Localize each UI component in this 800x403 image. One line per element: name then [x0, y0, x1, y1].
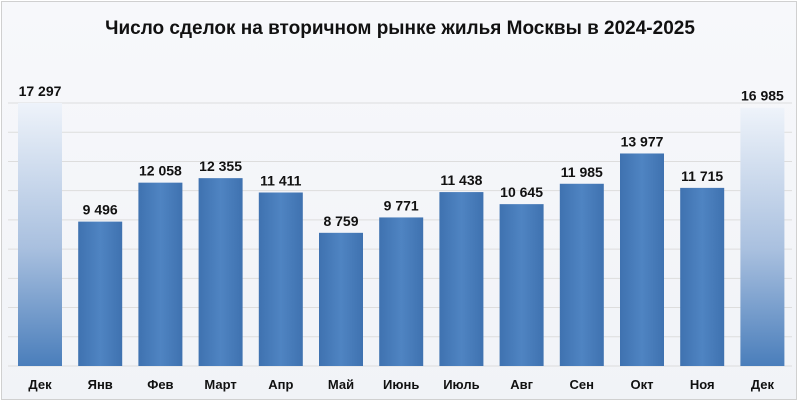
- value-label: 10 645: [500, 184, 543, 200]
- value-label: 8 759: [323, 213, 358, 229]
- bar-2: [138, 182, 183, 366]
- bar-9: [559, 183, 604, 366]
- bar-6: [379, 217, 424, 366]
- bar-5: [319, 232, 363, 366]
- category-label: Ноя: [690, 377, 715, 392]
- category-labels: Дек Янв Фев Март Апр Май Июнь Июль Авг Сен Окт Ноя Д…: [28, 377, 774, 392]
- category-label: Янв: [88, 377, 113, 392]
- value-label: 17 297: [19, 83, 62, 99]
- value-label: 11 715: [681, 168, 723, 184]
- category-label: Июль: [443, 377, 479, 392]
- category-label: Фев: [147, 377, 173, 392]
- value-label: 11 985: [561, 164, 603, 180]
- value-label: 11 411: [260, 172, 301, 188]
- bar-10: [620, 153, 664, 366]
- bar-4: [258, 192, 303, 366]
- bar-1: [78, 221, 123, 366]
- bar-11: [680, 187, 725, 366]
- value-label: 9 771: [384, 197, 419, 213]
- category-label: Июнь: [383, 377, 419, 392]
- value-label: 13 977: [621, 133, 664, 149]
- value-label: 11 438: [440, 172, 482, 188]
- bar-12: [740, 107, 785, 366]
- bars: [18, 103, 785, 366]
- value-label: 16 985: [741, 88, 784, 104]
- bar-7: [439, 192, 484, 366]
- bar-8: [499, 204, 544, 366]
- value-labels: 17 297 9 496 12 058 12 355 11 411 8 759 9 771 1…: [19, 83, 784, 229]
- category-label: Апр: [268, 377, 293, 392]
- value-label: 9 496: [83, 202, 118, 218]
- chart-title: Число сделок на вторичном рынке жилья Мо…: [105, 18, 695, 39]
- category-label: Дек: [751, 377, 775, 392]
- category-label: Окт: [631, 377, 654, 392]
- category-label: Март: [204, 377, 236, 392]
- value-label: 12 355: [199, 158, 242, 174]
- category-label: Дек: [28, 377, 52, 392]
- category-label: Сен: [570, 377, 594, 392]
- value-label: 12 058: [139, 163, 182, 179]
- category-label: Май: [328, 377, 354, 392]
- category-label: Авг: [510, 377, 533, 392]
- bar-3: [198, 178, 243, 366]
- bar-0: [18, 103, 62, 366]
